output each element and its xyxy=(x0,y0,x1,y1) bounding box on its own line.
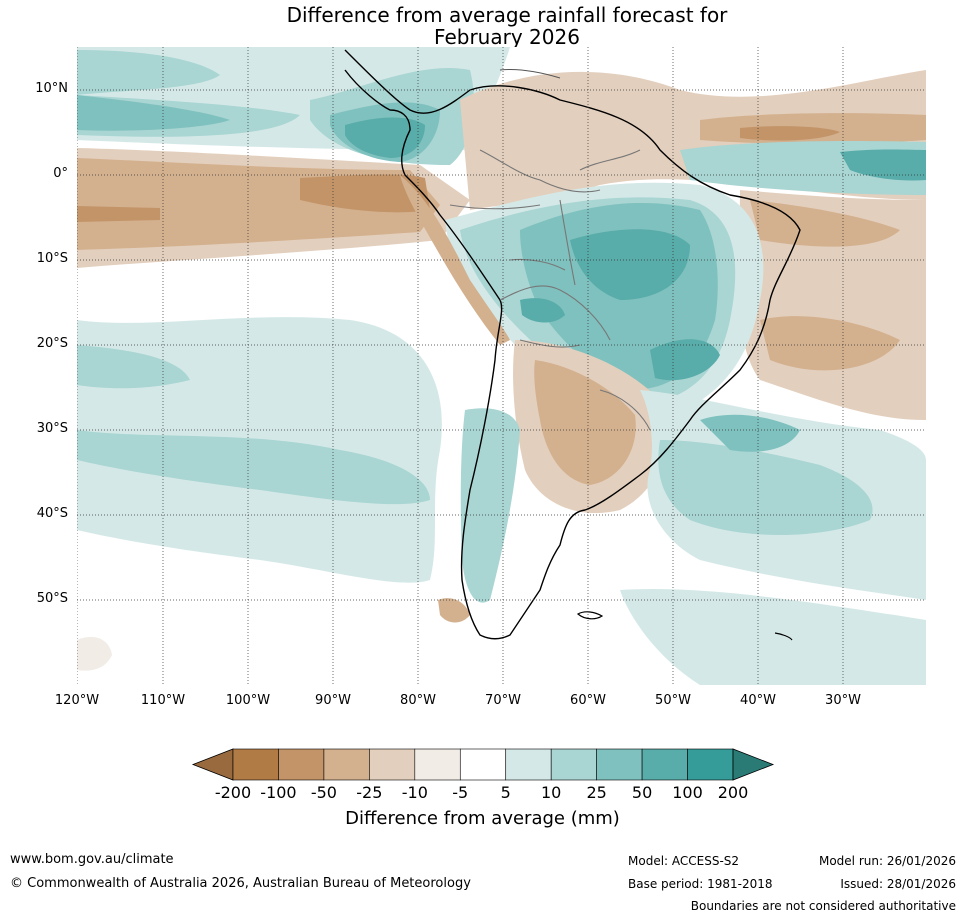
coastline-south-georgia xyxy=(774,632,793,641)
footer-model: Model: ACCESS-S2 xyxy=(628,854,740,868)
footer-disclaimer: Boundaries are not considered authoritat… xyxy=(690,899,956,913)
wet-caribbean-core xyxy=(345,117,425,158)
wet-equatorial-atlantic-core xyxy=(840,149,926,181)
colorbar-swatch xyxy=(550,748,597,781)
lon-label-50w: 50°W xyxy=(655,693,691,708)
dry-tierra-del-fuego xyxy=(438,598,470,623)
colorbar-extend-high xyxy=(732,748,775,781)
wet-patagonia xyxy=(460,408,520,603)
map-layers xyxy=(77,47,926,685)
coastline xyxy=(344,49,801,640)
footer-url[interactable]: www.bom.gov.au/climate xyxy=(10,852,174,867)
lat-label-50s: 50°S xyxy=(36,591,68,606)
colorbar-tick-label: -50 xyxy=(310,783,337,802)
dry-east-brazil-low xyxy=(760,316,900,371)
wet-amazon-core xyxy=(570,229,690,300)
lon-label-40w: 40°W xyxy=(740,693,776,708)
colorbar-tick-label: -25 xyxy=(356,783,383,802)
colorbar-swatch xyxy=(232,748,279,781)
wet-south-pacific-mid xyxy=(77,345,190,389)
lon-label-80w: 80°W xyxy=(400,693,436,708)
lat-label-10s: 10°S xyxy=(36,251,68,266)
footer-model-run: Model run: 26/01/2026 xyxy=(818,854,956,868)
title-line-1: Difference from average rainfall forecas… xyxy=(286,3,728,27)
footer-copyright: © Commonwealth of Australia 2026, Austra… xyxy=(10,876,471,891)
wet-brazil-core xyxy=(650,339,720,381)
wet-band-north-mid xyxy=(77,50,220,95)
colorbar-tick-label: 50 xyxy=(631,783,653,802)
lon-label-90w: 90°W xyxy=(315,693,351,708)
colorbar-swatch xyxy=(687,748,734,781)
colorbar-swatch xyxy=(505,748,552,781)
lon-label-120w: 120°W xyxy=(54,693,100,708)
wet-bolivia-core xyxy=(520,298,565,323)
footer-base-period: Base period: 1981-2018 xyxy=(628,877,773,891)
wet-south-pacific-mid2 xyxy=(77,430,430,505)
footer-issued: Issued: 28/01/2026 xyxy=(840,877,956,891)
colorbar-tick-label: 5 xyxy=(500,783,511,802)
graticule xyxy=(77,47,926,685)
colorbar-tick-label: 100 xyxy=(672,783,703,802)
lat-label-0: 0° xyxy=(53,166,68,181)
dry-band-pacific-core xyxy=(300,174,430,213)
wet-south-atlantic-mid xyxy=(658,440,873,535)
colorbar-swatch xyxy=(641,748,688,781)
colorbar-swatch xyxy=(596,748,643,781)
colorbar-swatch xyxy=(459,748,507,781)
dry-band-pacific-west xyxy=(77,206,160,222)
colorbar-tick-label: 25 xyxy=(586,783,607,802)
dry-far-southwest xyxy=(77,636,112,671)
lat-label-20s: 20°S xyxy=(36,336,68,351)
colorbar-swatch xyxy=(369,748,416,781)
colorbar-tick-label: 10 xyxy=(540,783,562,802)
coastline-cuba xyxy=(499,69,561,79)
map-title: Difference from average rainfall forecas… xyxy=(0,4,965,48)
wet-far-south-atlantic xyxy=(620,589,926,685)
lon-label-30w: 30°W xyxy=(825,693,861,708)
lon-label-100w: 100°W xyxy=(225,693,271,708)
lon-label-70w: 70°W xyxy=(485,693,521,708)
title-line-2: February 2026 xyxy=(434,25,580,49)
lat-label-40s: 40°S xyxy=(36,506,68,521)
lat-label-30s: 30°S xyxy=(36,421,68,436)
wet-south-atlantic-core xyxy=(700,414,800,452)
colorbar-tick-label: -200 xyxy=(214,783,252,802)
colorbar-swatch xyxy=(414,748,461,781)
colorbar xyxy=(191,748,775,781)
lon-label-60w: 60°W xyxy=(570,693,606,708)
lat-label-10n: 10°N xyxy=(35,81,68,96)
colorbar-tick-label: 200 xyxy=(717,783,749,802)
dry-la-plata-core xyxy=(534,360,636,485)
colorbar-tick-label: -100 xyxy=(260,783,297,802)
dry-north-sa-core xyxy=(740,126,840,141)
wet-band-north-core xyxy=(77,95,230,131)
colorbar-swatch xyxy=(278,748,325,781)
coastline-falklands xyxy=(576,611,604,620)
colorbar-tick-label: -5 xyxy=(452,783,469,802)
colorbar-swatch xyxy=(323,748,370,781)
colorbar-extend-low xyxy=(191,748,234,781)
dry-east-brazil-mid xyxy=(750,200,900,247)
colorbar-tick-label: -10 xyxy=(401,783,428,802)
lon-label-110w: 110°W xyxy=(140,693,186,708)
colorbar-label: Difference from average (mm) xyxy=(345,808,620,829)
country-borders xyxy=(449,149,651,431)
